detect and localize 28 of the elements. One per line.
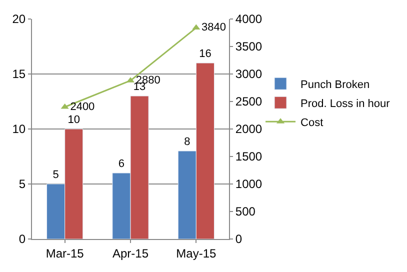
y2-tick-label: 2500 bbox=[235, 94, 262, 109]
data-label: 16 bbox=[199, 48, 212, 60]
legend-label: Cost bbox=[300, 116, 324, 129]
y-tick-label: 20 bbox=[12, 12, 26, 26]
x-tick-label: Mar-15 bbox=[46, 246, 84, 260]
y2-tick-label: 1500 bbox=[235, 150, 262, 164]
legend-label: Punch Broken bbox=[300, 78, 370, 91]
y2-tick-label: 2000 bbox=[235, 122, 262, 136]
data-label: 8 bbox=[184, 136, 190, 148]
x-tick-label: May-15 bbox=[176, 246, 216, 260]
y2-tick-label: 3500 bbox=[235, 40, 262, 54]
y-tick-label: 10 bbox=[12, 122, 26, 136]
y-tick-label: 5 bbox=[18, 177, 26, 192]
data-label: 6 bbox=[118, 158, 125, 170]
y2-tick-label: 0 bbox=[235, 232, 242, 246]
data-label: 10 bbox=[68, 114, 80, 126]
y2-tick-label: 3000 bbox=[235, 67, 262, 82]
data-label: 2400 bbox=[70, 100, 95, 113]
x-tick-label: Apr-15 bbox=[112, 246, 149, 260]
legend-label: Prod. Loss in hour bbox=[300, 98, 390, 110]
data-label: 5 bbox=[52, 169, 59, 181]
y-tick-label: 15 bbox=[12, 67, 26, 82]
y2-tick-label: 500 bbox=[235, 204, 256, 219]
data-label: 3840 bbox=[202, 22, 226, 34]
y-tick-label: 0 bbox=[18, 232, 26, 246]
y2-tick-label: 1000 bbox=[235, 177, 262, 192]
y2-tick-label: 4000 bbox=[235, 12, 262, 26]
point bbox=[192, 24, 200, 30]
